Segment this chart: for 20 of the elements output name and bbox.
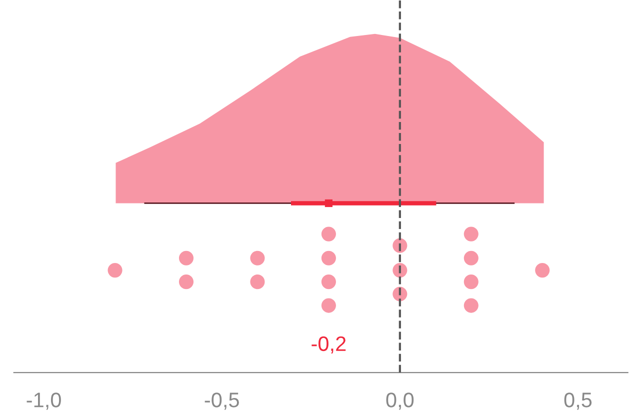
x-tick-label: 0,0 [386,392,414,410]
point [535,263,550,278]
point [108,263,122,278]
point [321,250,336,266]
point [178,274,194,290]
point [321,298,336,313]
point [464,226,478,242]
point [464,250,478,266]
x-tick-label: -0,5 [204,392,239,410]
x-tick-label: -1,0 [26,392,61,410]
point [464,298,478,313]
point [464,274,478,290]
point [250,250,265,266]
point [321,226,336,242]
point [178,250,194,266]
annotation: -0,2 [312,336,346,354]
point [250,274,265,290]
point [324,199,332,208]
point [321,274,336,290]
x-tick-label: 0,5 [564,392,592,410]
